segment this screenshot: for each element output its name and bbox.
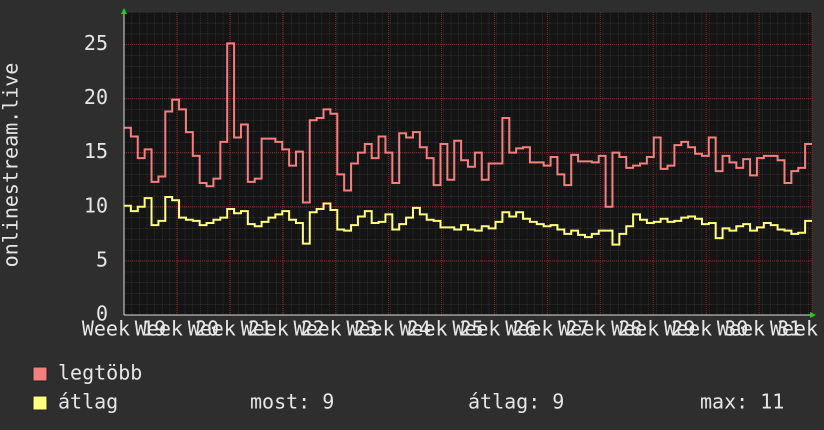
x-tick-label: Week 25	[399, 317, 483, 341]
y-tick-label: 0	[96, 302, 108, 326]
lines	[124, 42, 812, 246]
legend-label: átlag	[58, 390, 118, 414]
legend-stat: átlag: 9	[468, 390, 564, 414]
x-tick-label: Week 23	[294, 317, 378, 341]
y-tick-label: 20	[84, 85, 108, 109]
y-tick-label: 10	[84, 193, 108, 217]
y-axis-label: onlinestream.live	[0, 63, 23, 268]
y-tick-label: 25	[84, 31, 108, 55]
x-tick-label: Week 20	[135, 317, 219, 341]
x-tick-label: Week 31	[717, 317, 801, 341]
legend-label: legtöbb	[58, 361, 142, 385]
x-tick-label: Week 30	[664, 317, 748, 341]
x-tick-label: Week 27	[505, 317, 589, 341]
x-tick-label: Week 24	[346, 317, 430, 341]
legend: legtöbb átlag	[32, 361, 142, 414]
legend-swatch	[32, 366, 48, 382]
axis-arrow	[121, 8, 127, 14]
x-tick-label: Week 29	[611, 317, 695, 341]
legend-stat: most: 9	[250, 390, 334, 414]
x-tick-label: Week 22	[241, 317, 325, 341]
series-line	[124, 42, 812, 208]
y-tick-label: 5	[96, 247, 108, 271]
series-line	[124, 196, 812, 246]
x-tick-label: Week 28	[558, 317, 642, 341]
x-tick-label: Week 21	[188, 317, 272, 341]
legend-stat: max: 11	[700, 390, 784, 414]
x-tick-label: Week 19	[82, 317, 166, 341]
y-tick-label: 15	[84, 139, 108, 163]
x-tick-label: Week 32	[770, 317, 824, 341]
axis-arrow	[810, 312, 816, 318]
x-tick-label: Week 26	[452, 317, 536, 341]
legend-swatch	[32, 395, 48, 411]
